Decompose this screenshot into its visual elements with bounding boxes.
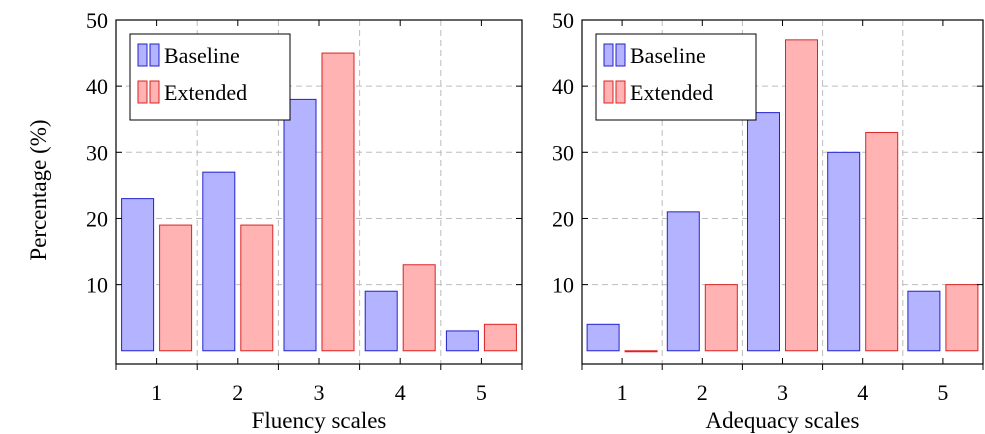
y-tick-label: 30 xyxy=(86,140,108,165)
y-tick-label: 10 xyxy=(86,273,108,298)
bar-baseline-1 xyxy=(586,323,620,352)
bar-baseline-4 xyxy=(827,151,861,352)
y-axis-title: Percentage (%) xyxy=(26,119,51,260)
legend-swatch xyxy=(137,43,148,67)
bar-baseline-3 xyxy=(283,98,317,352)
ticks: 10 20 30 40 50 1 2 3 4 5 xyxy=(552,8,984,405)
bar-baseline-3 xyxy=(747,112,780,352)
fluency-panel: 10 20 30 40 50 1 2 3 4 5 Baseline Extended Fluency… xyxy=(86,8,523,433)
legend-swatch xyxy=(615,43,626,67)
bar-baseline-2 xyxy=(202,171,236,352)
legend-swatch xyxy=(615,80,626,104)
x-tick-label: 4 xyxy=(857,380,868,405)
x-tick-label: 1 xyxy=(151,380,162,405)
x-tick-label: 4 xyxy=(395,380,406,405)
legend-label-baseline: Baseline xyxy=(164,43,240,68)
bar-extended-1 xyxy=(624,350,658,353)
y-tick-label: 40 xyxy=(86,74,108,99)
x-tick-label: 5 xyxy=(937,380,948,405)
bars xyxy=(586,39,979,353)
legend: Baseline Extended xyxy=(595,33,757,121)
bar-baseline-5 xyxy=(445,330,479,352)
x-axis-title: Adequacy scales xyxy=(706,408,860,433)
x-tick-label: 2 xyxy=(232,380,243,405)
legend-swatch xyxy=(149,43,160,67)
y-tick-label: 50 xyxy=(86,8,108,33)
y-tick-label: 40 xyxy=(552,74,574,99)
adequacy-panel: 10 20 30 40 50 1 2 3 4 5 Baseline Extended Adequac… xyxy=(552,8,984,433)
y-tick-label: 10 xyxy=(552,273,574,298)
legend-swatch xyxy=(149,80,160,104)
bar-extended-3 xyxy=(785,39,818,352)
bar-baseline-4 xyxy=(364,290,398,352)
y-tick-label: 20 xyxy=(86,206,108,231)
bar-baseline-2 xyxy=(666,211,700,352)
legend-swatch xyxy=(603,80,614,104)
legend-label-extended: Extended xyxy=(630,80,713,105)
legend-swatch xyxy=(603,43,614,67)
bar-baseline-5 xyxy=(907,290,941,352)
bar-extended-2 xyxy=(704,284,738,352)
y-tick-label: 50 xyxy=(552,8,574,33)
x-tick-label: 3 xyxy=(314,380,325,405)
x-tick-label: 1 xyxy=(617,380,628,405)
y-tick-label: 30 xyxy=(552,140,574,165)
bar-extended-4 xyxy=(402,264,436,352)
bar-extended-5 xyxy=(945,284,979,352)
legend: Baseline Extended xyxy=(129,33,291,121)
legend-label-extended: Extended xyxy=(164,80,247,105)
bar-extended-3 xyxy=(321,52,355,352)
bar-baseline-1 xyxy=(121,198,155,352)
x-tick-label: 2 xyxy=(697,380,708,405)
y-tick-label: 20 xyxy=(552,206,574,231)
bars xyxy=(121,52,517,352)
bar-extended-2 xyxy=(240,224,274,352)
x-axis-title: Fluency scales xyxy=(252,408,387,433)
bar-extended-5 xyxy=(483,323,517,352)
bar-extended-4 xyxy=(865,131,899,352)
ticks: 10 20 30 40 50 1 2 3 4 5 xyxy=(86,8,523,405)
x-tick-label: 5 xyxy=(476,380,487,405)
legend-swatch xyxy=(137,80,148,104)
x-tick-label: 3 xyxy=(777,380,788,405)
legend-label-baseline: Baseline xyxy=(630,43,706,68)
bar-extended-1 xyxy=(159,224,193,352)
